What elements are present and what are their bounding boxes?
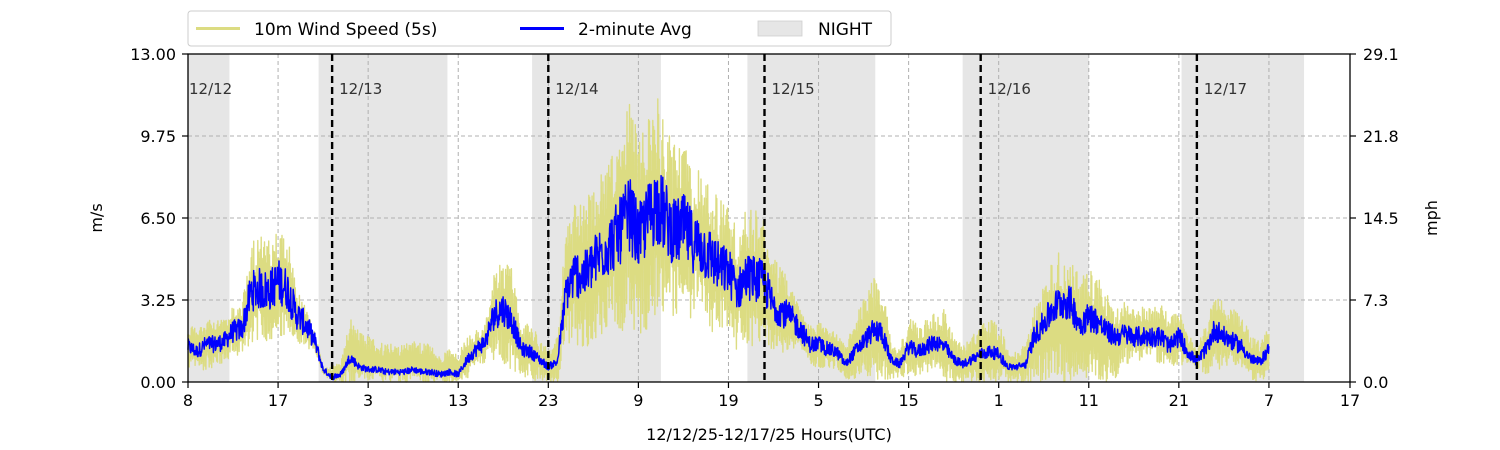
y-tick-label-left: 13.00 [130, 45, 176, 64]
x-axis-label: 12/12/25-12/17/25 Hours(UTC) [646, 425, 892, 444]
day-label: 12/16 [988, 80, 1031, 98]
day-labels: 12/12 12/13 12/14 12/15 12/16 12/17 [189, 80, 1247, 98]
y-tick-label-right: 7.3 [1363, 291, 1388, 310]
x-tick-label: 17 [268, 391, 288, 410]
y-tick-label-left: 0.00 [140, 373, 176, 392]
y-axis-label-right: mph [1422, 200, 1441, 236]
day-label: 12/14 [555, 80, 598, 98]
y-axis-label-left: m/s [87, 203, 106, 232]
day-label: 12/15 [771, 80, 814, 98]
line-2-minute-avg [187, 175, 1270, 381]
day-label: 12/17 [1204, 80, 1247, 98]
legend-swatch-night [757, 20, 803, 37]
series-2-minute-avg [187, 175, 1270, 381]
y-tick-label-left: 6.50 [140, 209, 176, 228]
legend: 10m Wind Speed (5s) 2-minute Avg NIGHT [187, 10, 892, 47]
day-label: 12/12 [189, 80, 232, 98]
y-tick-label-right: 14.5 [1363, 209, 1399, 228]
legend-label-2-minute-avg: 2-minute Avg [578, 20, 692, 40]
x-tick-label: 17 [1340, 391, 1360, 410]
x-tick-label: 3 [363, 391, 373, 410]
x-tick-label: 21 [1169, 391, 1189, 410]
axes: 8 17 3 13 23 9 19 5 15 1 11 21 7 170.00 0.03.25 7.36.50… [130, 45, 1398, 410]
y-tick-label-right: 29.1 [1363, 45, 1399, 64]
legend-label-night: NIGHT [818, 20, 873, 40]
y-tick-label-right: 0.0 [1363, 373, 1388, 392]
x-tick-label: 9 [633, 391, 643, 410]
night-band [318, 54, 448, 382]
y-tick-label-right: 21.8 [1363, 127, 1399, 146]
legend-label-wind-speed: 10m Wind Speed (5s) [254, 20, 437, 40]
y-tick-label-left: 3.25 [140, 291, 176, 310]
x-tick-label: 7 [1264, 391, 1274, 410]
x-tick-label: 5 [813, 391, 823, 410]
x-tick-label: 15 [898, 391, 918, 410]
day-label: 12/13 [339, 80, 382, 98]
x-tick-label: 13 [448, 391, 468, 410]
x-tick-label: 23 [538, 391, 558, 410]
y-tick-label-left: 9.75 [140, 127, 176, 146]
x-tick-label: 19 [718, 391, 738, 410]
x-tick-label: 11 [1079, 391, 1099, 410]
x-tick-label: 8 [183, 391, 193, 410]
x-tick-label: 1 [994, 391, 1004, 410]
